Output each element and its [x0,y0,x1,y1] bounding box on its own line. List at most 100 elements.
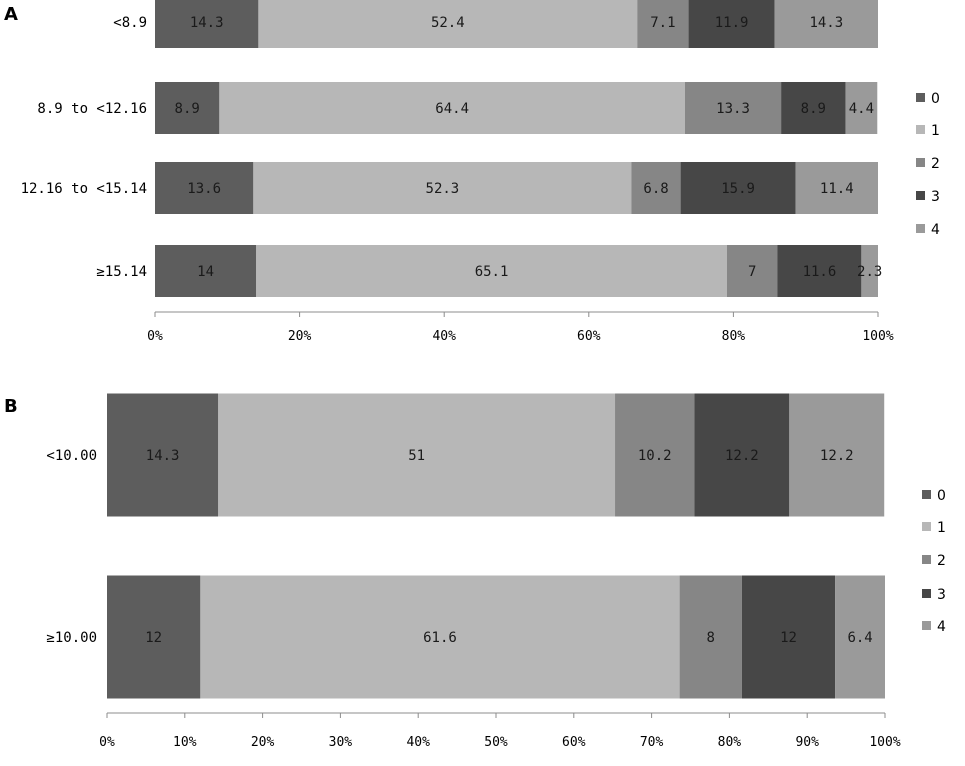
panel-a-bar-row2-series-3 [781,82,846,134]
panel-a-bar-row3-series-4 [795,162,878,214]
panel-b-category-label-1: <10.00 [46,448,97,464]
panel-a-data-label-row4-series-1: 65.1 [475,264,509,280]
panel-a-legend-label-2: 2 [931,156,940,172]
panel-b-x-tick-label-6: 60% [562,735,586,750]
panel-a-data-label-row4-series-0: 14 [197,264,214,280]
panel-b-x-tick-label-1: 10% [173,735,197,750]
panel-a-category-label-4: ≥15.14 [96,264,147,280]
panel-a-data-label-row3-series-3: 15.9 [721,181,755,197]
panel-b-legend-label-1: 1 [937,520,946,536]
panel-a-data-label-row1-series-3: 11.9 [715,15,749,31]
panel-a-x-tick-label-5: 100% [862,329,893,344]
panel-a-x-tick-label-4: 80% [722,329,746,344]
panel-b-bar-row1-series-3 [694,393,790,517]
panel-b-bar-row1-series-4 [789,393,885,517]
panel-a-data-label-row1-series-0: 14.3 [190,15,224,31]
panel-a-data-label-row2-series-4: 4.4 [849,101,874,117]
panel-a-legend-label-4: 4 [931,222,940,238]
panel-b-bar-row1-series-0 [107,393,219,517]
panel-a-bar-row1-series-2 [637,0,689,48]
panel-b-legend-swatch-4 [922,621,931,630]
panel-a-bar-row4-series-0 [155,245,257,297]
panel-b-x-tick-label-4: 40% [406,735,430,750]
panel-a-data-label-row3-series-0: 13.6 [187,181,221,197]
panel-a-x-tick-label-1: 20% [288,329,312,344]
panel-a-data-label-row3-series-4: 11.4 [820,181,854,197]
panel-b-bar-row1-series-1 [218,393,616,517]
panel-a-category-label-3: 12.16 to <15.14 [21,181,147,197]
panel-b-category-label-2: ≥10.00 [46,630,97,646]
panel-a-legend-swatch-3 [916,191,925,200]
panel-a-legend-label-0: 0 [931,91,940,107]
panel-a-bar-row2-series-4 [845,82,878,134]
panel-a-legend-swatch-0 [916,93,925,102]
panel-a-bar-row2-series-0 [155,82,220,134]
panel-a-bar-row3-series-1 [253,162,632,214]
panel-a-category-label-2: 8.9 to <12.16 [37,101,147,117]
panel-a-bar-row2-series-2 [684,82,782,134]
panel-b-bar-row1-series-2 [615,393,695,517]
panel-b-bar-row2-series-2 [679,575,742,699]
panel-b-legend-label-2: 2 [937,553,946,569]
panel-b-x-tick-label-9: 90% [795,735,819,750]
panel-b-data-label-row2-series-3: 12 [780,630,797,646]
panel-b-x-tick-label-3: 30% [329,735,353,750]
panel-a-data-label-row1-series-2: 7.1 [650,15,675,31]
panel-b-data-label-row2-series-0: 12 [145,630,162,646]
panel-a-data-label-row2-series-1: 64.4 [435,101,469,117]
panel-b-bar-row2-series-4 [835,575,885,699]
panel-b-legend-label-0: 0 [937,488,946,504]
panel-a-category-label-1: <8.9 [113,15,147,31]
panel-a-legend-label-3: 3 [931,189,940,205]
panel-a-data-label-row2-series-2: 13.3 [716,101,750,117]
panel-b-x-tick-label-7: 70% [640,735,664,750]
panel-b-data-label-row2-series-1: 61.6 [423,630,457,646]
panel-a-bar-row1-series-1 [258,0,638,48]
panel-a-bar-row4-series-4 [861,245,878,297]
panel-a-label: A [4,4,18,25]
panel-a-data-label-row3-series-2: 6.8 [643,181,668,197]
panel-b-x-tick-label-8: 80% [718,735,742,750]
panel-a: A 14.3 52.4 7.1 11.9 14.3 <8.9 8.9 64.4 13.3 8.9 4… [4,0,940,344]
panel-a-data-label-row2-series-0: 8.9 [175,101,200,117]
panel-a-legend-label-1: 1 [931,123,940,139]
panel-b-legend-swatch-0 [922,490,931,499]
panel-b-legend-swatch-2 [922,555,931,564]
panel-a-data-label-row1-series-4: 14.3 [809,15,843,31]
panel-a-data-label-row4-series-2: 7 [748,264,756,280]
panel-a-legend-swatch-1 [916,125,925,134]
panel-b-data-label-row1-series-4: 12.2 [820,448,854,464]
panel-b-data-label-row2-series-4: 6.4 [847,630,872,646]
panel-a-data-label-row4-series-3: 11.6 [803,264,837,280]
panel-b-x-tick-label-2: 20% [251,735,275,750]
panel-a-bar-row3-series-3 [680,162,796,214]
panel-a-data-label-row1-series-1: 52.4 [431,15,465,31]
panel-b-legend-label-3: 3 [937,587,946,603]
panel-b-data-label-row1-series-0: 14.3 [146,448,180,464]
panel-b-bar-row2-series-1 [200,575,680,699]
panel-b-data-label-row2-series-2: 8 [707,630,715,646]
panel-a-bar-row4-series-1 [256,245,727,297]
panel-b-x-tick-label-10: 100% [869,735,900,750]
panel-b-data-label-row1-series-1: 51 [408,448,425,464]
panel-a-bar-row3-series-0 [155,162,254,214]
panel-b-legend-label-4: 4 [937,619,946,635]
panel-b-x-tick-label-5: 50% [484,735,508,750]
panel-a-bar-row1-series-0 [155,0,259,48]
panel-b-data-label-row1-series-2: 10.2 [638,448,672,464]
panel-b-bar-row2-series-3 [741,575,836,699]
panel-a-bar-row1-series-4 [774,0,878,48]
panel-a-bar-row1-series-3 [688,0,775,48]
panel-a-x-tick-label-0: 0% [147,329,163,344]
panel-b-data-label-row1-series-3: 12.2 [725,448,759,464]
panel-b-label: B [4,396,18,417]
panel-a-legend-swatch-2 [916,158,925,167]
panel-a-data-label-row3-series-1: 52.3 [426,181,460,197]
panel-a-bar-row3-series-2 [631,162,681,214]
panel-a-data-label-row4-series-4: 2.3 [857,264,882,280]
panel-b-legend-swatch-3 [922,589,931,598]
panel-a-legend-swatch-4 [916,224,925,233]
panel-b-x-tick-label-0: 0% [99,735,115,750]
